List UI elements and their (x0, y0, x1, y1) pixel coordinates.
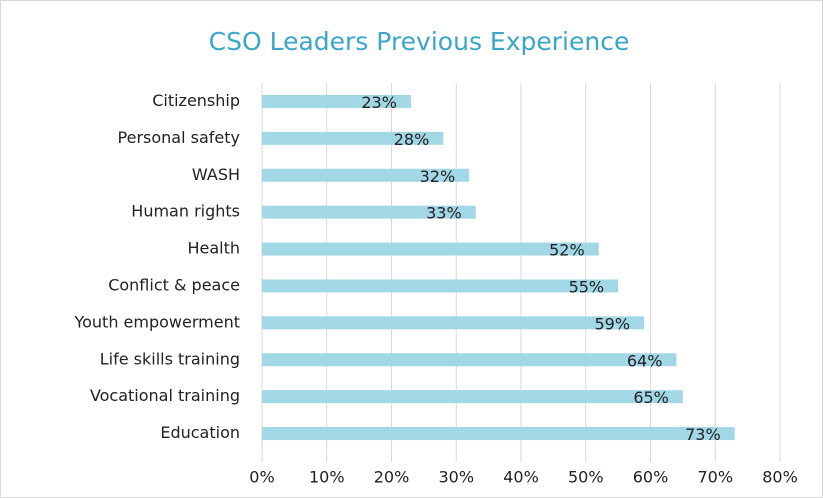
data-label: 28% (394, 130, 430, 149)
data-label: 52% (549, 241, 585, 260)
bar (262, 168, 470, 182)
data-label: 55% (569, 277, 605, 296)
y-tick-label: Health (187, 239, 240, 258)
y-tick-label: Vocational training (90, 386, 240, 405)
y-tick-label: Education (160, 423, 240, 442)
bar (262, 390, 683, 404)
bar (262, 353, 677, 367)
y-tick-label: Human rights (131, 202, 240, 221)
data-label: 23% (361, 93, 397, 112)
data-label: 64% (627, 351, 663, 370)
x-tick-label: 40% (503, 468, 539, 487)
x-tick-label: 30% (438, 468, 474, 487)
y-tick-label: Citizenship (152, 91, 240, 110)
bar (262, 131, 444, 145)
y-tick-label: Personal safety (118, 128, 240, 147)
y-tick-label: Conflict & peace (108, 275, 240, 294)
bar (262, 94, 411, 108)
data-label: 59% (594, 314, 630, 333)
y-tick-label: WASH (192, 165, 240, 184)
data-label: 73% (685, 425, 721, 444)
y-tick-label: Youth empowerment (73, 312, 240, 331)
bar (262, 205, 476, 219)
data-label: 65% (633, 388, 669, 407)
x-tick-label: 10% (309, 468, 345, 487)
bar (262, 279, 619, 293)
x-tick-label: 0% (249, 468, 274, 487)
x-tick-label: 50% (568, 468, 604, 487)
x-tick-label: 20% (374, 468, 410, 487)
chart-title: CSO Leaders Previous Experience (209, 27, 630, 56)
bar (262, 242, 599, 256)
bar (262, 427, 735, 441)
x-tick-label: 80% (762, 468, 798, 487)
x-tick-label: 70% (697, 468, 733, 487)
y-tick-label: Life skills training (100, 349, 240, 368)
data-label: 32% (420, 167, 456, 186)
data-label: 33% (426, 204, 462, 223)
bar (262, 316, 645, 330)
x-tick-label: 60% (633, 468, 669, 487)
